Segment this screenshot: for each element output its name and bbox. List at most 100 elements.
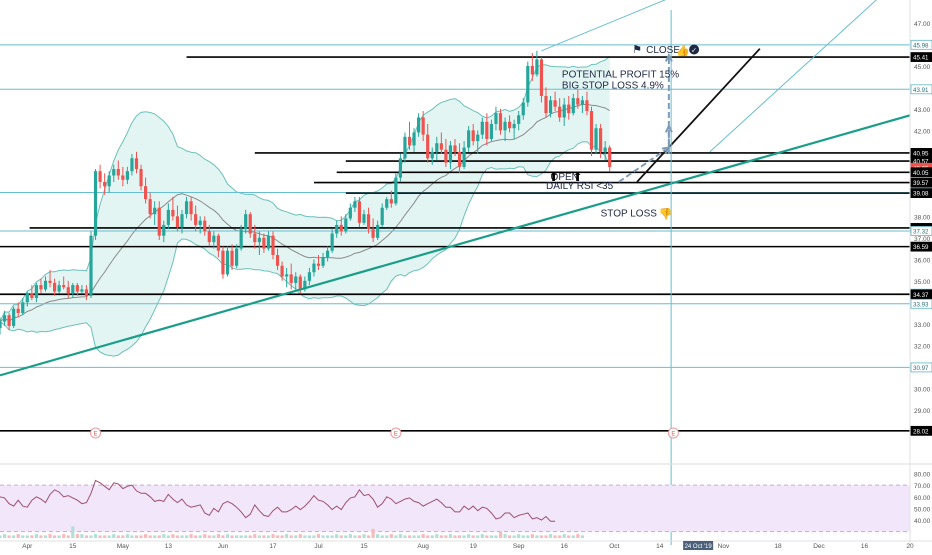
price-tag: [910, 298, 932, 309]
candle-body: [275, 255, 280, 266]
y-tick-label: 38.00: [914, 214, 931, 221]
volume-bar: [98, 535, 102, 538]
y-tick-label: 29.00: [914, 408, 931, 415]
volume-bar: [198, 535, 202, 538]
candle-body: [84, 289, 89, 296]
candle-body: [312, 263, 316, 273]
volume-bar: [380, 535, 384, 538]
candle-body: [21, 302, 25, 314]
volume-bar: [385, 535, 389, 538]
candle-body: [66, 287, 70, 294]
volume-bar: [430, 535, 434, 538]
annotation-text[interactable]: CLOSE: [646, 45, 680, 56]
volume-bar: [326, 535, 330, 538]
earnings-marker-icon[interactable]: [390, 427, 402, 439]
annotation-text[interactable]: DAILY RSI <35: [546, 181, 614, 192]
candle-body: [467, 130, 471, 148]
candle-body: [71, 285, 75, 294]
candle-body: [166, 209, 170, 225]
volume-bar: [389, 534, 393, 538]
volume-bar: [16, 534, 20, 538]
volume-bar: [30, 535, 34, 538]
annotation-text[interactable]: POTENTIAL PROFIT 15%: [562, 70, 679, 81]
arrow-line[interactable]: [618, 146, 670, 183]
check-circle-icon: [689, 44, 700, 55]
candle-body: [239, 229, 243, 249]
candle-body: [403, 136, 407, 159]
candle-body: [121, 175, 125, 180]
volume-bar: [12, 535, 16, 538]
annotation-text[interactable]: OPEN: [551, 172, 579, 183]
volume-bar: [225, 534, 230, 538]
volume-bar: [166, 535, 170, 538]
candle-body: [194, 214, 198, 225]
price-tag: [910, 188, 932, 199]
volume-bar: [216, 534, 220, 538]
candle-body: [580, 100, 584, 105]
volume-bar: [444, 535, 448, 538]
volume-bar: [130, 535, 134, 538]
volume-bar: [266, 535, 271, 538]
candle-body: [339, 224, 343, 232]
volume-bar: [21, 535, 25, 538]
candle-body: [348, 207, 352, 219]
annotation-text[interactable]: STOP LOSS: [601, 208, 658, 219]
volume-bar: [221, 535, 225, 538]
volume-bar: [175, 535, 180, 538]
x-tick-label: 17: [269, 543, 277, 550]
y-tick-label: 47.00: [914, 21, 931, 28]
candle-body: [48, 280, 52, 283]
volume-bar: [103, 535, 107, 538]
x-tick-label: Oct: [609, 543, 619, 550]
projection-line[interactable]: [636, 48, 761, 183]
candle-body: [162, 224, 166, 236]
candle-body: [558, 106, 562, 118]
candle-body: [307, 272, 311, 281]
rsi-line[interactable]: [0, 479, 556, 522]
candle-body: [512, 123, 516, 129]
candle-body: [30, 293, 34, 298]
volume-bar: [489, 535, 493, 538]
candle-body: [603, 147, 607, 152]
earnings-marker-icon[interactable]: [667, 427, 679, 439]
candle-body: [366, 214, 371, 230]
candle-body: [57, 285, 61, 292]
x-tick-label: 19: [470, 543, 478, 550]
volume-bar: [544, 535, 548, 538]
candle-body: [417, 117, 421, 133]
price-tag-label: 33.93: [913, 301, 929, 308]
candle-body: [430, 151, 434, 159]
x-tick-label: 15: [360, 543, 368, 550]
volume-bar: [494, 535, 498, 538]
channel-line[interactable]: [541, 0, 791, 52]
channel-line[interactable]: [709, 0, 910, 153]
annotation-text[interactable]: BIG STOP LOSS 4.9%: [562, 80, 664, 91]
candle-body: [80, 289, 84, 292]
candle-body: [599, 128, 603, 152]
candle-body: [321, 257, 325, 266]
price-tag-label: 45.98: [913, 42, 929, 49]
x-tick-label: Dec: [813, 543, 825, 550]
volume-bar: [294, 535, 298, 538]
trendline[interactable]: [0, 114, 911, 377]
candle-body: [175, 216, 180, 228]
candle-body: [539, 59, 544, 96]
volume-bar: [412, 535, 416, 538]
volume-bar: [503, 534, 507, 538]
candle-body: [289, 274, 293, 283]
candle-body: [180, 214, 184, 228]
volume-bar: [512, 535, 516, 538]
candle-body: [407, 136, 412, 146]
volume-bar: [371, 528, 375, 538]
volume-bar: [39, 535, 43, 538]
candle-body: [335, 224, 339, 234]
bollinger-upper-line: [0, 55, 611, 322]
volume-bar: [312, 535, 316, 538]
bollinger-band-fill: [0, 56, 610, 357]
volume-bar: [230, 535, 234, 538]
candle-body: [116, 169, 120, 176]
earnings-marker-icon[interactable]: [90, 427, 102, 439]
volume-bar: [453, 535, 457, 538]
candle-body: [25, 293, 29, 303]
